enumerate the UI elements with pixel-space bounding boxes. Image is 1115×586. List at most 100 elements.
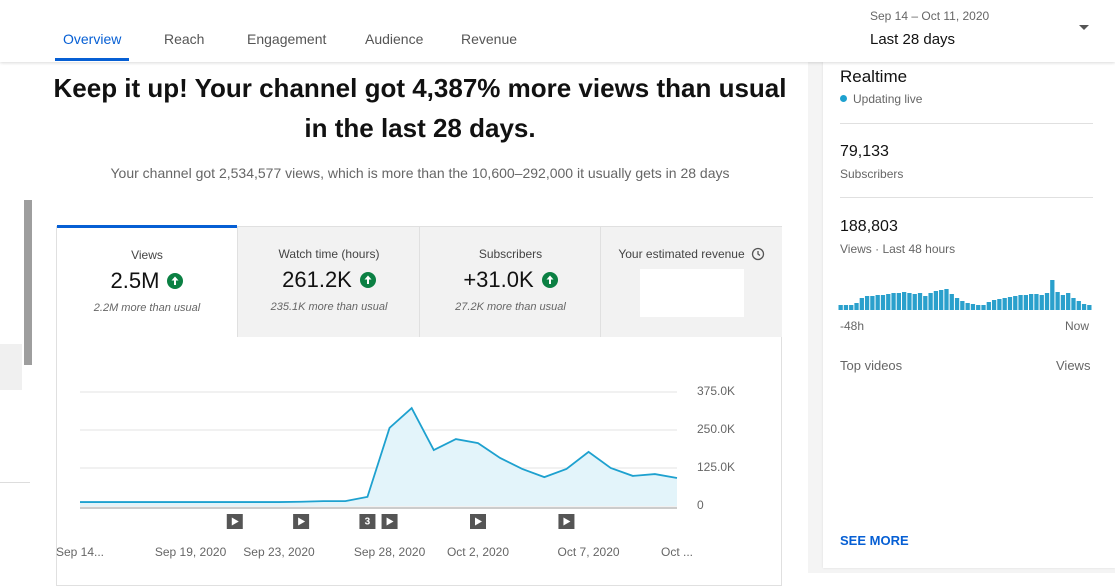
bar bbox=[1071, 298, 1076, 310]
metric-label: Watch time (hours) bbox=[278, 247, 380, 261]
tab[interactable]: Overview bbox=[63, 31, 122, 47]
line bbox=[80, 406, 678, 503]
top-videos-label: Top videos bbox=[840, 358, 903, 373]
period: Last 28 days bbox=[870, 31, 956, 48]
bar bbox=[907, 293, 912, 310]
video-marker[interactable] bbox=[558, 514, 575, 529]
bar bbox=[976, 305, 981, 310]
y-tick-label: 250.0K bbox=[697, 422, 735, 436]
bar bbox=[1018, 295, 1023, 310]
bar bbox=[981, 305, 986, 310]
date-picker[interactable]: Sep 14 – Oct 11, 2020 Last 28 days bbox=[860, 0, 1100, 60]
bar bbox=[849, 305, 854, 310]
bar bbox=[1081, 304, 1087, 310]
bar bbox=[944, 289, 949, 310]
bar bbox=[939, 290, 944, 310]
video-marker[interactable] bbox=[470, 514, 486, 529]
tab[interactable]: Audience bbox=[365, 31, 424, 47]
live-status: Updating live bbox=[853, 92, 923, 106]
video-marker[interactable] bbox=[226, 514, 243, 529]
up-icon bbox=[167, 273, 184, 289]
top-bar: Overview Reach Engagement Audience Reven… bbox=[0, 0, 1115, 62]
tab-indicator bbox=[55, 58, 129, 61]
metric-tab[interactable]: Your estimated revenue bbox=[600, 227, 782, 337]
realtime-title: Realtime bbox=[840, 67, 908, 86]
video-marker[interactable] bbox=[381, 514, 398, 529]
views-column: Views bbox=[1056, 358, 1091, 373]
dropdown-arrow bbox=[1079, 25, 1089, 30]
y-tick-label: 0 bbox=[697, 498, 704, 512]
video-marker[interactable] bbox=[293, 514, 310, 529]
metric-tab[interactable]: Subscribers +31.0K 27.2K more than usual bbox=[419, 227, 601, 337]
bar bbox=[1013, 296, 1018, 310]
subscriber-label: Subscribers bbox=[840, 167, 904, 181]
x-tick-label: Sep 23, 2020 bbox=[243, 545, 315, 559]
metric-note: 2.2M more than usual bbox=[93, 302, 201, 314]
bar bbox=[854, 303, 859, 310]
metric-tab[interactable]: Views 2.5M 2.2M more than usual bbox=[57, 225, 237, 338]
bar bbox=[838, 305, 843, 310]
bar bbox=[1039, 295, 1044, 310]
video-marker[interactable]: 3 bbox=[359, 514, 376, 529]
up-icon bbox=[541, 272, 558, 288]
tab[interactable]: Engagement bbox=[247, 31, 327, 47]
bar bbox=[1034, 294, 1039, 310]
bar bbox=[1087, 305, 1092, 310]
bar bbox=[1060, 295, 1066, 310]
realtime-chart bbox=[838, 280, 1092, 310]
bar bbox=[1055, 292, 1060, 310]
metric-tab[interactable]: Watch time (hours) 261.2K 235.1K more th… bbox=[237, 227, 420, 337]
realtime-card bbox=[823, 62, 1115, 568]
play-icon bbox=[231, 517, 239, 526]
bar bbox=[1029, 294, 1034, 310]
bar bbox=[928, 293, 933, 310]
date-range: Sep 14 – Oct 11, 2020 bbox=[870, 9, 990, 23]
bar bbox=[1007, 297, 1013, 310]
x-tick-label: Oct 7, 2020 bbox=[558, 545, 620, 559]
bar bbox=[902, 292, 907, 310]
clock-icon bbox=[751, 247, 764, 261]
bar bbox=[875, 295, 880, 310]
metric-value: +31.0K bbox=[463, 267, 534, 292]
sidebar-item[interactable] bbox=[0, 344, 22, 390]
bar bbox=[1076, 301, 1081, 310]
x-tick-label: Oct ... bbox=[661, 545, 693, 559]
play-icon bbox=[386, 517, 394, 526]
bar bbox=[1044, 293, 1050, 310]
bar bbox=[949, 294, 954, 310]
tab[interactable]: Revenue bbox=[461, 31, 518, 47]
bar bbox=[1002, 298, 1007, 310]
x-tick-label: Sep 14... bbox=[56, 545, 104, 559]
bar bbox=[1023, 295, 1028, 310]
metric-value: 2.5M bbox=[110, 268, 160, 293]
x-tick-label: Sep 28, 2020 bbox=[354, 545, 426, 559]
metric-label: Subscribers bbox=[478, 247, 543, 261]
bar bbox=[843, 305, 849, 310]
revenue-placeholder bbox=[639, 269, 744, 317]
bar bbox=[960, 301, 965, 310]
bar bbox=[886, 294, 891, 310]
bar bbox=[954, 298, 960, 310]
metric-label: Your estimated revenue bbox=[618, 247, 745, 261]
views-label: Views · Last 48 hours bbox=[840, 242, 956, 256]
bar bbox=[1050, 280, 1055, 310]
divider bbox=[840, 123, 1093, 124]
bar bbox=[965, 303, 970, 310]
tab[interactable]: Reach bbox=[164, 31, 205, 47]
headline: Keep it up! Your channel got 4,387% more… bbox=[53, 73, 787, 143]
bar bbox=[880, 295, 886, 310]
bar bbox=[917, 293, 923, 310]
bar bbox=[991, 300, 997, 310]
bar bbox=[970, 304, 976, 310]
marker-box bbox=[359, 514, 376, 529]
bar bbox=[891, 293, 896, 310]
play-icon bbox=[298, 517, 306, 526]
see-more[interactable]: SEE MORE bbox=[840, 533, 909, 548]
divider bbox=[0, 482, 30, 483]
metric-value: 261.2K bbox=[282, 267, 352, 292]
subheadline: Your channel got 2,534,577 views, which … bbox=[110, 165, 730, 181]
divider bbox=[840, 197, 1093, 198]
y-tick-label: 125.0K bbox=[697, 460, 735, 474]
metric-note: 27.2K more than usual bbox=[455, 301, 566, 313]
